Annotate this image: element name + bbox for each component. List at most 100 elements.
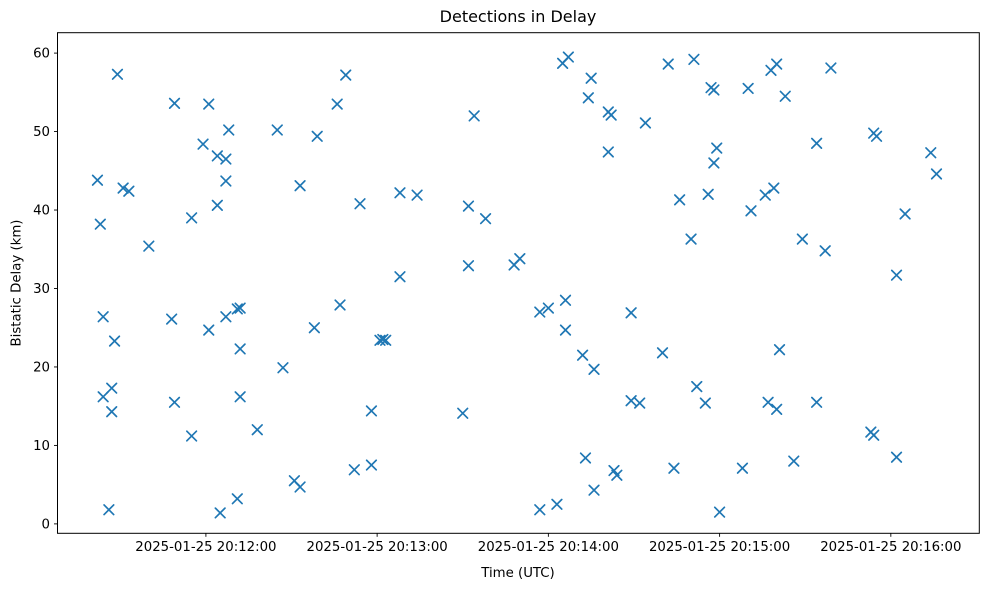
data-point-marker (94, 218, 106, 230)
data-point-marker (688, 53, 700, 66)
data-point-marker (394, 187, 406, 199)
data-point-marker (462, 200, 475, 212)
data-point-marker (673, 194, 686, 206)
data-point-marker (899, 208, 911, 220)
data-point-marker (197, 138, 209, 150)
data-point-marker (354, 198, 366, 210)
data-point-marker (123, 185, 135, 197)
data-point-marker (479, 213, 492, 225)
data-point-marker (870, 130, 883, 142)
data-point-marker (559, 294, 572, 306)
data-point-marker (231, 493, 243, 505)
data-point-marker (759, 189, 771, 201)
data-point-marker (220, 311, 232, 323)
data-point-marker (588, 363, 600, 375)
data-point-marker (736, 462, 749, 474)
axes-frame (57, 32, 980, 534)
data-point-marker (185, 430, 198, 442)
data-point-marker (394, 271, 406, 283)
data-point-marker (294, 481, 306, 493)
data-point-marker (223, 124, 235, 136)
data-point-marker (890, 451, 903, 463)
data-point-marker (708, 157, 720, 169)
data-point-marker (559, 324, 572, 336)
data-point-marker (762, 396, 774, 408)
data-point-marker (457, 407, 469, 419)
data-point-marker (634, 397, 646, 409)
data-point-marker (602, 146, 614, 158)
data-point-marker (771, 403, 783, 415)
data-point-marker (779, 90, 791, 102)
y-tick-label: 60 (33, 47, 50, 62)
data-point-marker (251, 424, 263, 436)
data-point-marker (271, 124, 283, 136)
data-point-marker (203, 324, 215, 336)
data-point-marker (103, 504, 115, 516)
x-tick-label: 2025-01-25 20:14:00 (478, 540, 619, 555)
y-tick-label: 50 (33, 125, 50, 140)
data-point-marker (742, 82, 754, 95)
data-point-marker (699, 397, 711, 409)
data-point-marker (711, 142, 723, 154)
data-point-marker (97, 311, 109, 323)
data-point-marker (773, 344, 786, 356)
data-point-marker (334, 299, 346, 311)
data-point-marker (331, 98, 343, 110)
data-point-marker (311, 130, 323, 142)
chart-title: Detections in Delay (439, 7, 597, 26)
data-point-marker (534, 504, 546, 516)
x-tick-label: 2025-01-25 20:16:00 (820, 540, 961, 555)
data-point-marker (234, 343, 246, 355)
data-point-marker (534, 306, 546, 318)
data-point-marker (308, 322, 320, 334)
data-point-marker (220, 175, 232, 187)
data-point-marker (810, 137, 823, 149)
data-point-marker (462, 260, 475, 272)
data-point-marker (468, 110, 480, 122)
data-point-marker (294, 180, 306, 192)
data-point-marker (340, 69, 352, 81)
y-axis-label: Bistatic Delay (km) (9, 219, 25, 347)
data-point-marker (108, 335, 121, 347)
data-point-marker (234, 302, 246, 314)
data-point-marker (713, 506, 726, 518)
data-point-marker (348, 464, 360, 476)
data-point-marker (168, 97, 181, 109)
data-point-marker (685, 233, 697, 245)
data-point-marker (214, 507, 226, 519)
data-point-marker (277, 362, 289, 374)
data-point-marker (890, 269, 903, 281)
data-point-marker (203, 98, 215, 110)
data-point-marker (611, 469, 623, 481)
y-tick-label: 40 (33, 204, 50, 219)
y-tick-label: 30 (33, 282, 50, 297)
x-tick-label: 2025-01-25 20:12:00 (135, 540, 276, 555)
data-point-marker (542, 302, 555, 314)
y-tick-label: 10 (33, 439, 50, 454)
data-point-marker (810, 396, 823, 408)
data-point-marker (576, 349, 589, 361)
data-point-marker (380, 334, 392, 346)
data-point-marker (868, 429, 880, 441)
data-point-marker (605, 109, 617, 121)
data-point-marker (768, 182, 780, 194)
data-point-marker (168, 396, 181, 408)
data-point-marker (585, 72, 597, 84)
data-point-marker (106, 406, 118, 418)
data-point-marker (625, 307, 637, 319)
data-point-marker (231, 303, 243, 315)
data-point-marker (639, 117, 652, 129)
data-point-marker (662, 58, 674, 70)
data-point-marker (562, 51, 574, 63)
data-point-marker (925, 147, 937, 159)
data-point-marker (771, 58, 783, 70)
data-point-marker (234, 391, 246, 403)
data-point-marker (365, 405, 378, 417)
data-point-marker (691, 380, 703, 393)
data-point-marker (930, 168, 943, 180)
x-axis-label: Time (UTC) (481, 566, 555, 581)
y-tick-label: 20 (33, 360, 50, 375)
data-point-marker (111, 68, 124, 80)
